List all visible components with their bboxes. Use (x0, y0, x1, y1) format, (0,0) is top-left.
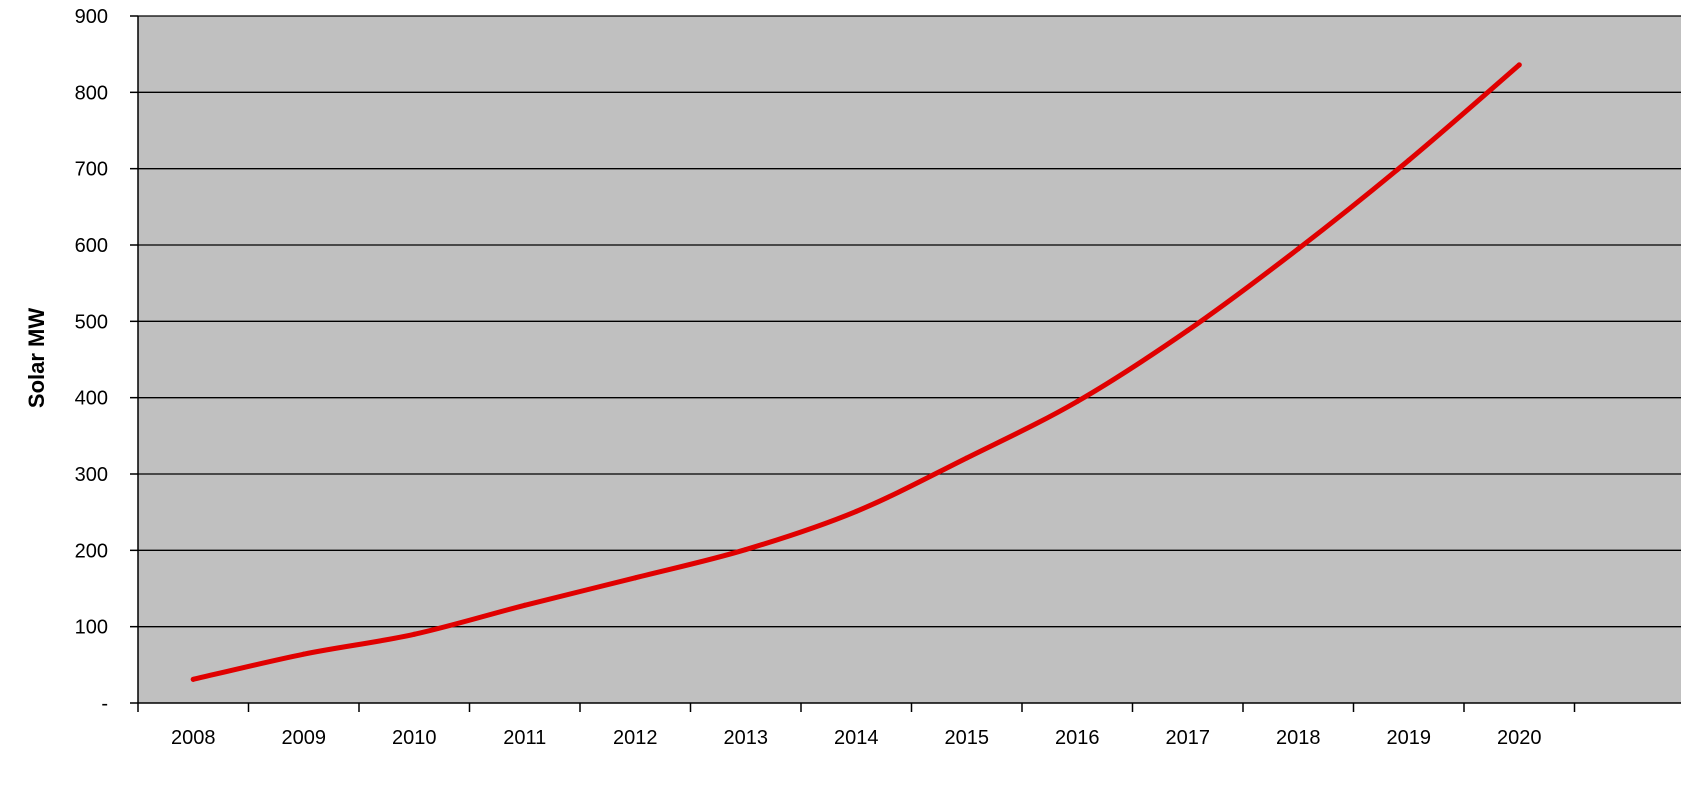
plot-area-background (138, 16, 1681, 703)
x-tick-label: 2012 (613, 727, 658, 749)
x-tick-label: 2009 (282, 727, 327, 749)
x-tick-label: 2010 (392, 727, 437, 749)
x-tick-label: 2020 (1497, 727, 1542, 749)
x-tick-label: 2013 (724, 727, 769, 749)
y-tick-label: 800 (75, 82, 108, 104)
y-tick-label: 100 (75, 617, 108, 639)
y-tick-label: 400 (75, 388, 108, 410)
x-tick-label: 2011 (503, 727, 546, 749)
y-tick-label: 900 (75, 6, 108, 28)
data-point (522, 602, 528, 608)
x-tick-label: 2015 (945, 727, 990, 749)
y-tick-label: 300 (75, 464, 108, 486)
x-tick-label: 2014 (834, 727, 879, 749)
gridlines (138, 15, 1681, 628)
data-point (301, 651, 307, 657)
x-tick-label: 2016 (1055, 727, 1100, 749)
data-point (1295, 246, 1301, 252)
x-tick-label: 2008 (171, 727, 216, 749)
y-tick-label: - (101, 693, 108, 715)
data-point (1185, 327, 1191, 333)
data-point (964, 455, 970, 461)
data-point (190, 676, 196, 682)
x-tick-label: 2018 (1276, 727, 1321, 749)
y-axis-ticks: - 100 200 300 400 500 600 700 800 900 (75, 6, 138, 715)
data-point (853, 508, 859, 514)
y-tick-label: 700 (75, 159, 108, 181)
data-point (743, 547, 749, 553)
series-layer (190, 62, 1522, 682)
y-tick-label: 600 (75, 235, 108, 257)
y-tick-label: 200 (75, 540, 108, 562)
data-point (632, 575, 638, 581)
x-tick-label: 2019 (1387, 727, 1432, 749)
data-point (1516, 62, 1522, 68)
y-tick-label: 500 (75, 311, 108, 333)
data-point (1074, 398, 1080, 404)
y-axis-title: Solar MW (24, 308, 49, 408)
data-point (411, 631, 417, 637)
x-axis-ticks: 2008 2009 2010 2011 2012 2013 2014 2015 2016 2017… (137, 703, 1576, 749)
x-tick-label: 2017 (1166, 727, 1211, 749)
data-point (1406, 157, 1412, 163)
